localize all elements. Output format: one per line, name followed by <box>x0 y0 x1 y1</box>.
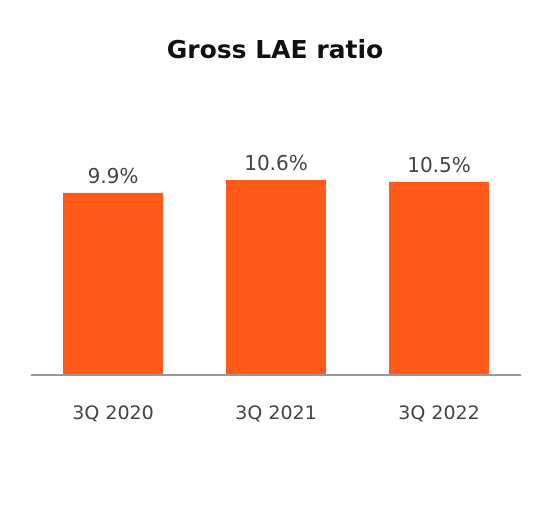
bar-3q-2021 <box>226 180 326 375</box>
x-tick-label: 3Q 2022 <box>398 402 479 424</box>
chart-title: Gross LAE ratio <box>167 35 383 64</box>
data-label: 10.5% <box>407 153 471 177</box>
bars-group <box>63 180 489 375</box>
x-tick-label: 3Q 2020 <box>72 402 153 424</box>
data-label: 10.6% <box>244 151 308 175</box>
x-tick-label: 3Q 2021 <box>235 402 316 424</box>
labels-group: 9.9% 3Q 2020 10.6% 3Q 2021 10.5% 3Q 2022 <box>72 151 479 424</box>
bar-3q-2020 <box>63 192 163 375</box>
data-label: 9.9% <box>88 164 139 188</box>
bar-3q-2022 <box>389 181 489 375</box>
